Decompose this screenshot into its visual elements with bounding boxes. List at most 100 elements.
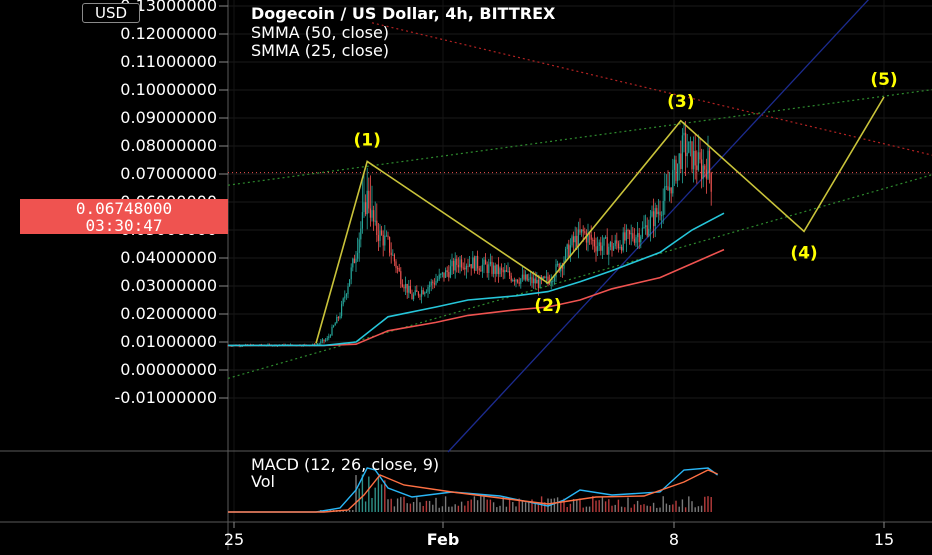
candle-body <box>464 267 466 270</box>
candle-body <box>689 141 691 143</box>
candle-body <box>520 278 522 284</box>
macd-histogram-bar <box>384 480 386 512</box>
candle-body <box>385 235 387 237</box>
candle-body <box>568 244 570 258</box>
macd-histogram-bar <box>483 496 485 512</box>
green-dotted-upper[interactable] <box>227 79 932 186</box>
time-tick-label: 15 <box>874 530 894 549</box>
candle-body <box>701 159 703 179</box>
candle-body <box>691 141 693 170</box>
candle-body <box>565 249 567 261</box>
candle-body <box>613 246 615 251</box>
currency-badge[interactable]: USD <box>82 3 140 23</box>
chart-title: Dogecoin / US Dollar, 4h, BITTREX <box>251 4 556 23</box>
macd-histogram-bar <box>662 496 664 512</box>
candle-body <box>497 264 499 275</box>
macd-histogram-bar <box>492 502 495 512</box>
candle-body <box>446 270 448 273</box>
macd-histogram-bar <box>425 500 428 512</box>
candle-body <box>544 276 546 278</box>
candle-body <box>552 280 554 282</box>
candle-body <box>614 240 616 247</box>
macd-histogram-bar <box>601 496 604 512</box>
candle-body <box>376 220 378 236</box>
candle-body <box>366 190 368 215</box>
macd-histogram-bar <box>608 499 610 512</box>
macd-histogram-bar <box>652 502 655 512</box>
candle-body <box>624 232 626 241</box>
candle-body <box>489 261 491 265</box>
candle-body <box>462 267 464 269</box>
candle-body <box>697 152 699 170</box>
candle-body <box>377 235 379 241</box>
macd-histogram-bar <box>579 498 581 512</box>
wave-path[interactable] <box>315 96 885 344</box>
candle-body <box>429 285 431 288</box>
candle-body <box>629 230 631 235</box>
blue-trend-line[interactable] <box>447 0 870 453</box>
smma-lines <box>228 212 725 347</box>
candle-body <box>678 153 680 164</box>
macd-histogram-bar <box>345 510 348 512</box>
macd-histogram-bar <box>448 506 450 512</box>
candle-body <box>477 255 479 269</box>
candle-body <box>709 150 711 173</box>
candle-body <box>603 237 605 246</box>
candle-body <box>664 186 666 201</box>
candle-body <box>419 295 421 297</box>
candle-body <box>581 229 583 233</box>
candle-body <box>473 257 475 271</box>
time-axis[interactable]: 25 Feb 8 15 <box>224 522 894 549</box>
candle-body <box>421 290 423 297</box>
candle-body <box>411 293 413 300</box>
wave-label: (1) <box>354 130 381 150</box>
candle-body <box>589 233 591 235</box>
candle-body <box>321 339 323 342</box>
smma50-line <box>228 248 725 347</box>
macd-histogram-bar <box>409 503 412 512</box>
candle-body <box>507 270 509 272</box>
volume-legend: Vol <box>251 472 275 491</box>
candle-body <box>619 247 621 249</box>
candle-body <box>427 287 429 292</box>
macd-histogram-bar <box>508 498 511 512</box>
price-tick-label: 0.08000000 <box>120 136 217 155</box>
candle-body <box>533 278 535 284</box>
candle-body <box>365 202 367 215</box>
candle-body <box>571 236 573 246</box>
macd-histogram-bar <box>460 501 463 512</box>
macd-histogram-bar <box>531 499 533 512</box>
candle-body <box>361 212 363 229</box>
candle-body <box>486 264 488 273</box>
macd-histogram-bar <box>566 506 568 512</box>
macd-histogram-bar <box>620 506 623 512</box>
candle-body <box>673 159 675 170</box>
price-tick-label: 0.03000000 <box>120 276 217 295</box>
candle-body <box>643 227 645 229</box>
candle-body <box>504 270 506 273</box>
candle-body <box>518 282 520 284</box>
macd-histogram-bar <box>704 496 706 512</box>
macd-histogram-bar <box>598 500 600 512</box>
macd-histogram-bar <box>521 500 524 512</box>
price-tick-label: -0.01000000 <box>115 388 217 407</box>
candle-body <box>382 234 384 246</box>
candle-body <box>368 190 370 209</box>
candle-body <box>449 266 451 278</box>
macd-histogram-bar <box>380 484 383 512</box>
candle-body <box>480 270 482 272</box>
candle-body <box>521 274 523 279</box>
macd-histogram-bar <box>710 497 712 512</box>
elliott-wave[interactable]: (1) (2) (3) (4) (5) <box>315 70 898 344</box>
candle-body <box>345 294 347 297</box>
macd-histogram-bar <box>412 501 415 512</box>
candle-body <box>705 169 707 179</box>
candle-body <box>328 336 330 339</box>
candle-body <box>534 278 536 284</box>
candle-body <box>389 236 391 253</box>
candle-body <box>488 264 490 273</box>
candle-body <box>630 233 632 235</box>
macd-histogram-bar <box>518 498 520 512</box>
candle-body <box>456 258 458 265</box>
